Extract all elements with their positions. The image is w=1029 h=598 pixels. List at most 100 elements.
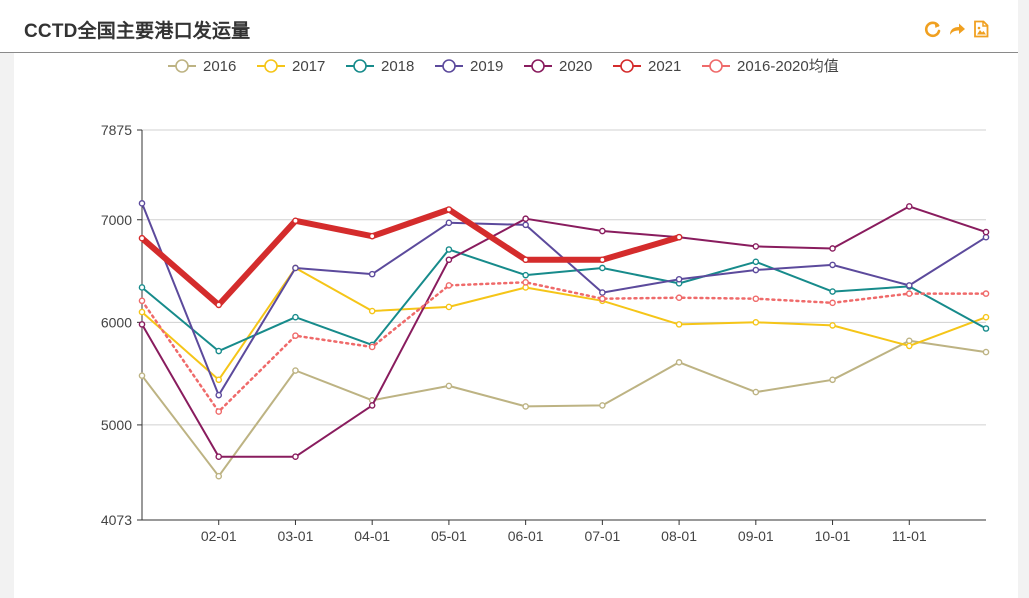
chart-header: CCTD全国主要港口发运量 [0, 0, 1018, 53]
data-point [368, 232, 376, 240]
data-point [215, 472, 223, 480]
image-icon[interactable] [972, 20, 990, 38]
legend-item-2021[interactable]: 2021 [613, 58, 681, 75]
data-point [752, 258, 760, 266]
data-point [675, 275, 683, 283]
data-point [905, 337, 913, 345]
legend-label: 2019 [470, 58, 503, 75]
data-point [905, 282, 913, 289]
data-point [675, 294, 683, 302]
x-tick-label: 04-01 [354, 528, 390, 544]
data-point [522, 279, 529, 286]
share-icon[interactable] [948, 20, 966, 38]
series-line [141, 248, 987, 353]
data-point [445, 246, 453, 253]
data-point [675, 233, 683, 241]
x-tick-label: 11-01 [892, 528, 927, 544]
data-point [829, 299, 836, 307]
x-tick-label: 10-01 [815, 528, 851, 544]
data-point [368, 270, 376, 278]
data-point [445, 256, 453, 264]
legend-item-2016-2020均值[interactable]: 2016-2020均值 [702, 58, 839, 75]
y-tick-label: 6000 [101, 314, 132, 330]
data-point [982, 233, 990, 241]
data-point [138, 372, 146, 379]
series-2018 [138, 246, 990, 355]
x-tick-label: 05-01 [431, 528, 467, 544]
data-point [675, 359, 683, 366]
series-line [140, 281, 988, 413]
data-point [292, 313, 299, 321]
series-2017 [138, 264, 990, 384]
refresh-icon[interactable] [924, 20, 942, 38]
data-point [292, 367, 299, 374]
data-point [292, 217, 299, 225]
legend-marker [175, 59, 189, 73]
data-point [215, 408, 223, 415]
data-point [982, 325, 990, 332]
legend-marker [442, 59, 456, 73]
data-point [445, 382, 453, 390]
data-point [982, 313, 990, 321]
legend-item-2020[interactable]: 2020 [524, 58, 592, 75]
legend-marker [709, 59, 723, 73]
legend-item-2016[interactable]: 2016 [168, 58, 236, 75]
data-point [522, 256, 529, 264]
data-point [138, 284, 146, 291]
series-2016 [138, 337, 990, 480]
data-point [445, 303, 453, 311]
axes: 4073 5000 6000 7000 7875 02-01 03-01 04-01 05-01… [101, 122, 986, 544]
data-point [215, 347, 223, 355]
data-point [599, 227, 606, 235]
data-point [522, 284, 529, 291]
data-point [522, 215, 529, 223]
series-2020 [138, 203, 990, 461]
legend-marker [264, 59, 278, 73]
x-tick-label: 08-01 [661, 528, 697, 544]
data-point [368, 343, 376, 351]
data-point [522, 271, 529, 279]
y-tick-label: 7000 [101, 212, 132, 228]
data-point [829, 376, 836, 384]
data-point [982, 348, 990, 356]
toolbar [924, 20, 990, 42]
scrollbar-track[interactable] [1018, 0, 1029, 598]
data-point [982, 290, 990, 297]
legend-item-2019[interactable]: 2019 [435, 58, 503, 75]
data-point [522, 221, 529, 229]
legend-label: 2021 [648, 58, 681, 75]
data-point [829, 322, 836, 329]
series-2016-2020均值 [138, 279, 990, 415]
x-tick-label: 06-01 [508, 528, 544, 544]
data-point [215, 453, 223, 461]
data-point [215, 301, 223, 309]
data-point [522, 403, 529, 410]
legend-label: 2020 [559, 58, 592, 75]
legend-item-2017[interactable]: 2017 [257, 58, 325, 75]
data-point [752, 295, 760, 303]
data-point [215, 376, 223, 384]
data-point [138, 200, 146, 207]
legend-label: 2016-2020均值 [737, 58, 839, 75]
series-line [139, 206, 683, 308]
data-point [829, 288, 836, 295]
legend-item-2018[interactable]: 2018 [346, 58, 414, 75]
x-tick-label: 03-01 [278, 528, 314, 544]
data-point [829, 245, 836, 252]
data-point [752, 266, 760, 274]
data-point [292, 453, 299, 461]
data-point [752, 243, 760, 250]
data-point [138, 297, 146, 305]
series-2021 [138, 206, 683, 309]
data-point [599, 295, 606, 303]
data-point [752, 319, 760, 326]
grid-lines [142, 129, 986, 426]
data-point [292, 332, 299, 339]
y-tick-label: 5000 [101, 417, 132, 433]
data-point [445, 206, 453, 213]
data-point [675, 321, 683, 328]
data-point [599, 256, 606, 264]
legend-marker [531, 59, 545, 73]
legend-label: 2018 [381, 58, 414, 75]
